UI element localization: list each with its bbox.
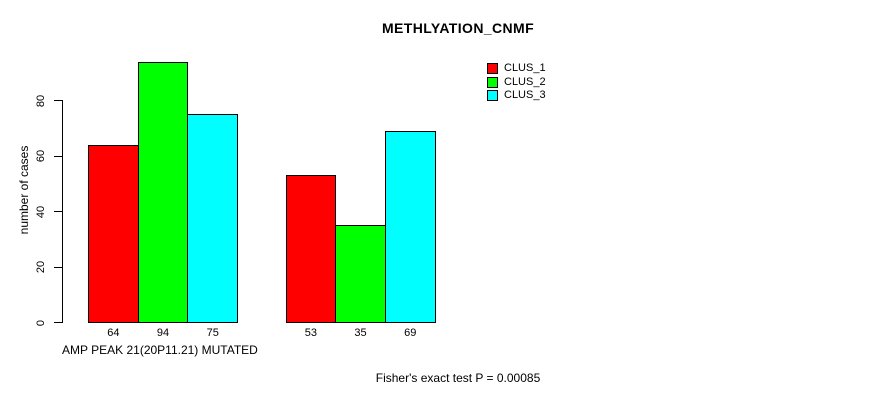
x-axis-label: AMP PEAK 21(20P11.21) MUTATED xyxy=(62,343,258,357)
legend-row: CLUS_3 xyxy=(487,89,546,102)
bar-clus_3-group1 xyxy=(187,114,239,323)
y-axis-line xyxy=(62,100,63,323)
bar-value-label: 75 xyxy=(206,327,219,339)
legend-label: CLUS_3 xyxy=(504,88,546,101)
legend-swatch-icon xyxy=(487,89,498,101)
y-tick-mark xyxy=(54,211,62,212)
legend-row: CLUS_1 xyxy=(487,62,546,75)
y-tick-mark xyxy=(54,322,62,323)
bar-clus_1-group2 xyxy=(285,175,337,323)
bar-clus_2-group1 xyxy=(137,61,189,323)
bar-value-label: 94 xyxy=(156,327,170,339)
legend-label: CLUS_2 xyxy=(504,75,546,88)
bar-value-label: 35 xyxy=(354,327,367,339)
bar-value-label: 64 xyxy=(107,327,120,339)
legend-label: CLUS_1 xyxy=(504,62,546,75)
legend-swatch-icon xyxy=(487,63,498,75)
chart-title: METHLYATION_CNMF xyxy=(381,20,535,36)
bar-value-label: 69 xyxy=(404,327,417,339)
legend-swatch-icon xyxy=(487,76,498,88)
y-tick-mark xyxy=(54,100,62,101)
bar-clus_1-group1 xyxy=(88,144,139,323)
y-tick-mark xyxy=(54,266,62,268)
bar-clus_2-group2 xyxy=(335,225,386,323)
bar-value-label: 53 xyxy=(304,327,317,339)
y-tick-mark xyxy=(54,155,62,157)
bar-clus_3-group2 xyxy=(384,131,436,323)
legend: CLUS_1 CLUS_2 CLUS_3 xyxy=(487,62,546,102)
legend-row: CLUS_2 xyxy=(487,75,546,88)
fisher-test-annotation: Fisher's exact test P = 0.00085 xyxy=(375,371,541,385)
